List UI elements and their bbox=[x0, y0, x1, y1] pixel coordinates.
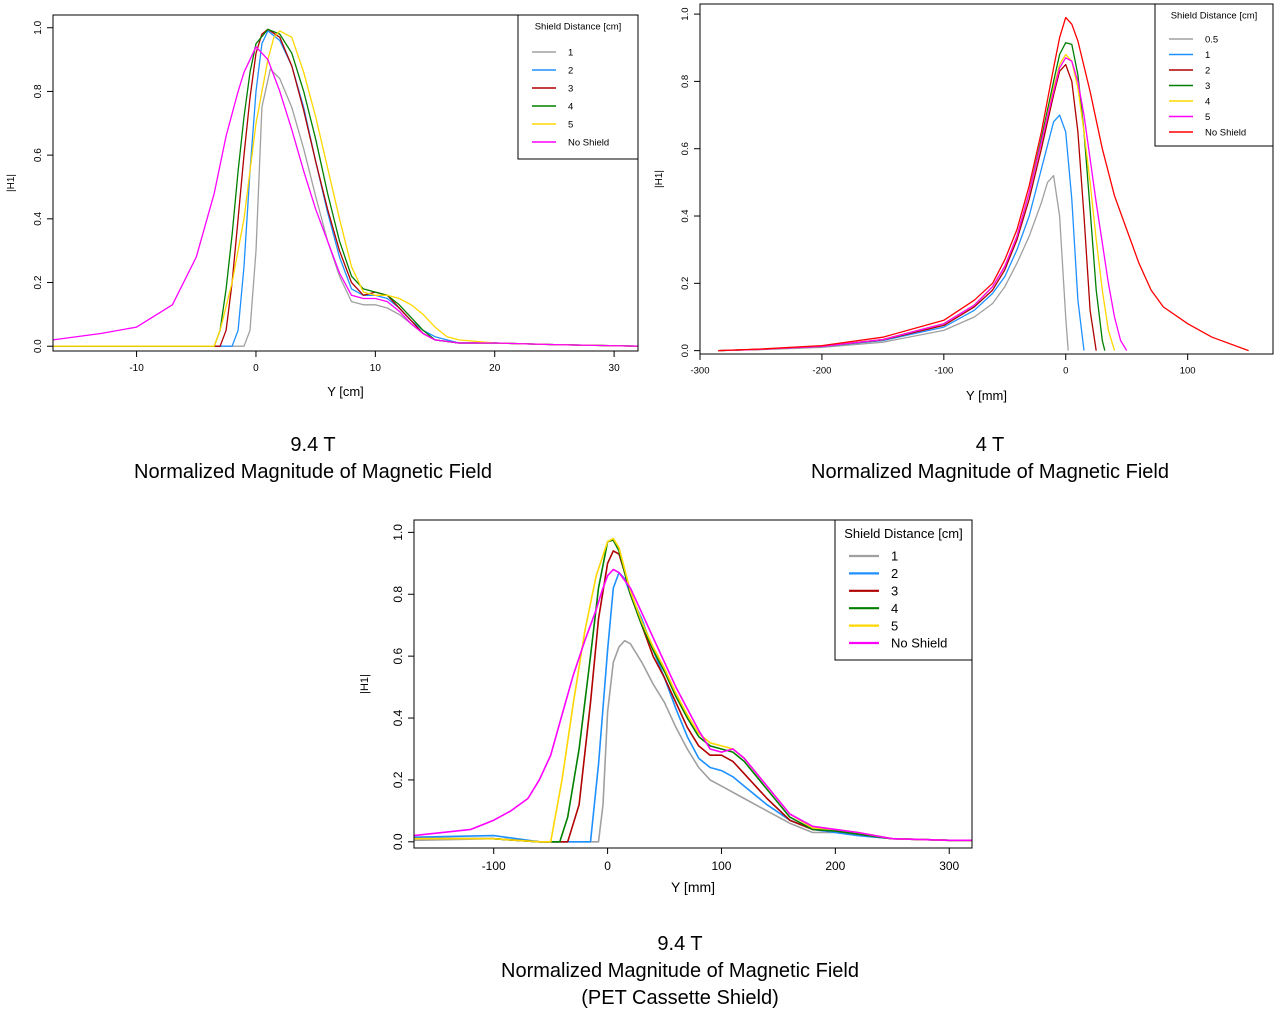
y-tick-label: 0.0 bbox=[391, 833, 405, 850]
legend: Shield Distance [cm] 0.5 1 2 3 4 5 No Shield bbox=[1154, 3, 1274, 147]
x-axis-label: Y [mm] bbox=[671, 879, 715, 895]
legend-item-label: 0.5 bbox=[1205, 34, 1218, 45]
y-axis-label: |H1| bbox=[359, 674, 371, 694]
legend-title: Shield Distance [cm] bbox=[535, 22, 622, 33]
x-tick-label: 300 bbox=[939, 859, 959, 873]
y-axis-label: |H1| bbox=[654, 170, 665, 188]
y-tick-label: 0.0 bbox=[680, 344, 691, 357]
legend-item-label: 4 bbox=[891, 601, 898, 616]
legend-title: Shield Distance [cm] bbox=[1171, 11, 1258, 22]
legend-item-label: 5 bbox=[891, 618, 898, 633]
chart-3-caption-line-3: (PET Cassette Shield) bbox=[581, 987, 779, 1009]
x-tick-label: 30 bbox=[609, 363, 621, 374]
y-tick-label: 0.6 bbox=[680, 142, 691, 155]
y-tick-label: 0.4 bbox=[680, 209, 691, 222]
series-line-1 bbox=[718, 114, 1085, 352]
x-tick-label: 0 bbox=[1063, 366, 1068, 377]
legend-item-label: No Shield bbox=[568, 137, 609, 148]
x-axis-label: Y [cm] bbox=[327, 384, 364, 399]
series-line-1 bbox=[413, 639, 972, 843]
x-axis-label: Y [mm] bbox=[966, 388, 1007, 403]
y-tick-label: 1.0 bbox=[680, 7, 691, 20]
chart-2-caption-line-2: Normalized Magnitude of Magnetic Field bbox=[811, 461, 1169, 483]
plot-frame bbox=[52, 14, 639, 352]
x-tick-label: -300 bbox=[690, 366, 709, 377]
y-tick-label: 0.2 bbox=[680, 277, 691, 290]
legend-item-label: 1 bbox=[891, 549, 898, 564]
legend-item-label: No Shield bbox=[891, 636, 947, 651]
y-tick-label: 0.4 bbox=[391, 709, 405, 726]
chart-2-caption: 4 T Normalized Magnitude of Magnetic Fie… bbox=[740, 432, 1240, 486]
y-tick-label: 0.2 bbox=[33, 275, 44, 289]
legend-title: Shield Distance [cm] bbox=[844, 526, 963, 541]
legend-item-label: 3 bbox=[568, 83, 573, 94]
y-tick-label: 0.6 bbox=[391, 647, 405, 664]
legend-item-label: 2 bbox=[891, 566, 898, 581]
legend-item-label: 4 bbox=[568, 101, 573, 112]
chart-3-caption-line-2: Normalized Magnitude of Magnetic Field bbox=[501, 960, 859, 982]
legend-item-label: No Shield bbox=[1205, 127, 1246, 138]
legend-box bbox=[517, 14, 639, 160]
legend-box bbox=[1154, 3, 1274, 147]
x-tick-label: 0 bbox=[253, 363, 259, 374]
x-tick-label: 100 bbox=[1180, 366, 1196, 377]
chart-1-caption-line-1: 9.4 T bbox=[290, 434, 336, 456]
legend-item-label: 1 bbox=[1205, 50, 1210, 61]
legend-item-label: 5 bbox=[1205, 112, 1210, 123]
y-tick-label: 1.0 bbox=[391, 524, 405, 541]
x-tick-label: 0 bbox=[604, 859, 611, 873]
chart-3: -100 0 100 200 300 0.0 0.2 0.4 0.6 0.8 1.0 Y [mm] |H… bbox=[359, 519, 973, 895]
x-tick-label: 10 bbox=[370, 363, 382, 374]
y-tick-label: 0.8 bbox=[680, 75, 691, 88]
plot-frame bbox=[699, 3, 1274, 355]
series-line-4 bbox=[718, 53, 1116, 352]
y-tick-label: 0.8 bbox=[33, 84, 44, 98]
chart-2: -300 -200 -100 0 100 0.0 0.2 0.4 0.6 0.8 1.0 Y [mm]… bbox=[654, 3, 1274, 403]
y-tick-label: 1.0 bbox=[33, 20, 44, 34]
legend-item-label: 2 bbox=[568, 65, 573, 76]
y-tick-label: 0.6 bbox=[33, 148, 44, 162]
chart-1-caption-line-2: Normalized Magnitude of Magnetic Field bbox=[134, 461, 492, 483]
x-tick-label: 100 bbox=[711, 859, 731, 873]
series-line-2 bbox=[53, 30, 639, 347]
chart-3-caption: 9.4 T Normalized Magnitude of Magnetic F… bbox=[430, 931, 930, 1012]
series-line-5 bbox=[718, 57, 1128, 352]
x-tick-label: 200 bbox=[825, 859, 845, 873]
chart-2-caption-line-1: 4 T bbox=[975, 434, 1005, 456]
legend-item-label: 3 bbox=[1205, 81, 1210, 92]
series-line-no-shield bbox=[718, 16, 1249, 352]
series-line-4 bbox=[414, 539, 972, 843]
y-tick-label: 0.2 bbox=[391, 771, 405, 788]
chart-3-caption-line-1: 9.4 T bbox=[657, 933, 703, 955]
legend-item-label: 1 bbox=[568, 47, 573, 58]
x-tick-label: -200 bbox=[812, 366, 831, 377]
plot-frame bbox=[413, 519, 973, 849]
y-axis-label: |H1| bbox=[6, 174, 17, 192]
legend: Shield Distance [cm] 1 2 3 4 5 No Shield bbox=[517, 14, 639, 160]
chart-1: -10 0 10 20 30 0.0 0.2 0.4 0.6 0.8 1.0 Y [cm] |H1| Sh… bbox=[6, 14, 639, 399]
x-tick-label: -100 bbox=[934, 366, 953, 377]
series-line-no-shield bbox=[413, 568, 972, 842]
legend-item-label: 2 bbox=[1205, 65, 1210, 76]
legend-item-label: 4 bbox=[1205, 96, 1210, 107]
series-line-4 bbox=[53, 28, 639, 347]
x-tick-label: -10 bbox=[129, 363, 144, 374]
series-line-no-shield bbox=[52, 46, 639, 347]
legend-item-label: 5 bbox=[568, 119, 573, 130]
y-tick-label: 0.4 bbox=[33, 211, 44, 225]
chart-1-caption: 9.4 T Normalized Magnitude of Magnetic F… bbox=[63, 432, 563, 486]
y-tick-label: 0.0 bbox=[33, 339, 44, 353]
x-tick-label: 20 bbox=[489, 363, 501, 374]
series-line-3 bbox=[718, 42, 1106, 352]
x-tick-label: -100 bbox=[482, 859, 506, 873]
series-line-5 bbox=[53, 30, 639, 347]
legend: Shield Distance [cm] 1 2 3 4 5 No Shield bbox=[834, 519, 973, 661]
series-line-5 bbox=[414, 537, 972, 843]
series-line-0.5 bbox=[718, 174, 1069, 352]
legend-item-label: 3 bbox=[891, 583, 898, 598]
y-tick-label: 0.8 bbox=[391, 586, 405, 603]
